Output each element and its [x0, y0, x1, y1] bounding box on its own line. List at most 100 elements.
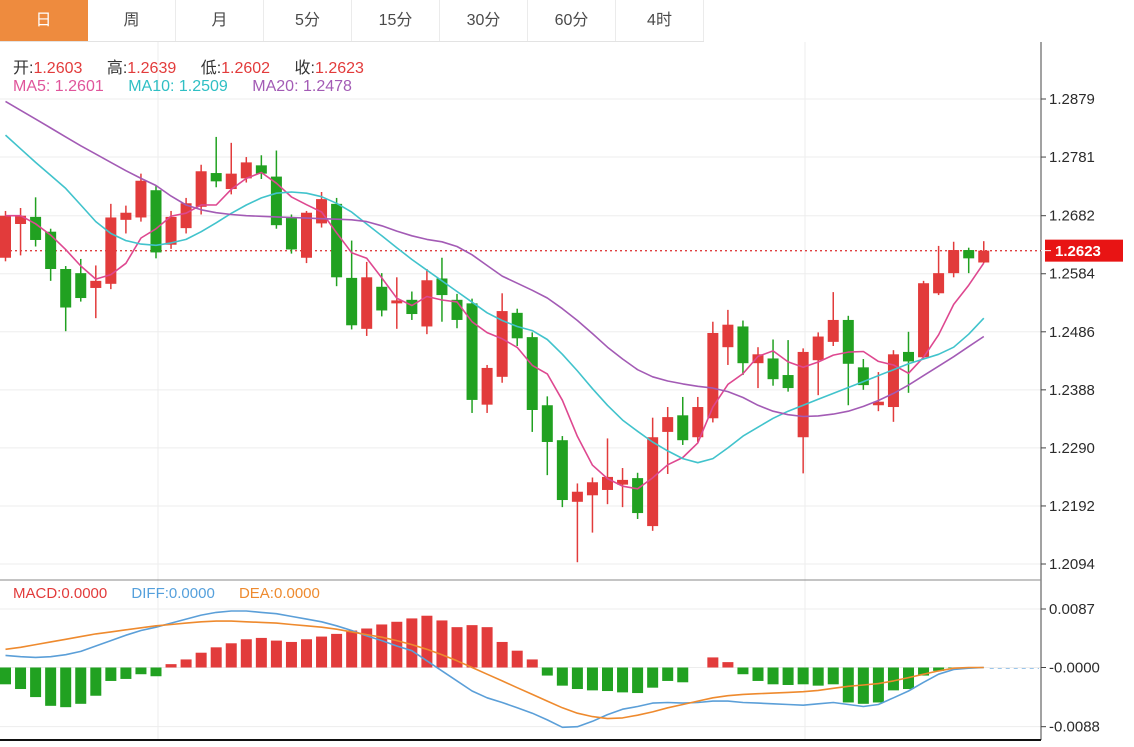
high-readout: 高:1.2639 — [106, 60, 177, 77]
ma5-line — [5, 171, 985, 490]
macd-bar — [722, 662, 734, 668]
macd-readout: MACD:0.0000 DIFF:0.0000 DEA:0.0000 — [13, 585, 340, 602]
price-axis-label: 1.2584 — [1049, 266, 1095, 283]
macd-bar — [797, 667, 809, 685]
candle-body — [827, 319, 839, 342]
price-axis-label: 1.2879 — [1049, 91, 1095, 108]
ma10-line — [4, 134, 985, 464]
candle-body — [255, 165, 267, 174]
price-axis-label: 1.2781 — [1049, 149, 1095, 166]
candle-body — [421, 280, 433, 327]
tab-60min[interactable]: 60分 — [528, 0, 616, 41]
macd-axis-label: -0.0088 — [1049, 719, 1100, 736]
macd-bar — [586, 667, 598, 691]
price-axis-label: 1.2094 — [1049, 556, 1095, 573]
macd-bar — [511, 650, 523, 668]
macd-bar — [647, 667, 659, 688]
ohlc-readout: 开:1.2603 高:1.2639 低:1.2602 收:1.2623 — [13, 54, 384, 78]
candle-body — [90, 280, 102, 288]
macd-bar — [737, 667, 749, 675]
tab-month[interactable]: 月 — [176, 0, 264, 41]
macd-bar — [451, 627, 463, 668]
ma-readout: MA5: 1.2601 MA10: 1.2509 MA20: 1.2478 — [13, 78, 372, 96]
macd-bar — [541, 667, 553, 676]
candle-body — [872, 401, 884, 406]
candle-body — [602, 476, 613, 490]
candle-body — [797, 351, 809, 438]
macd-bar — [481, 627, 493, 668]
macd-bar — [30, 667, 42, 698]
candle-body — [541, 405, 553, 442]
candle-body — [752, 354, 764, 364]
candle-body — [361, 277, 373, 329]
candle-body — [481, 367, 493, 405]
macd-bar — [617, 667, 629, 693]
macd-bar — [165, 664, 177, 668]
candle-body — [436, 278, 448, 296]
macd-bar — [466, 625, 478, 668]
macd-bar — [556, 667, 568, 686]
ma20-line — [5, 100, 985, 418]
candle-body — [60, 269, 72, 308]
macd-bar — [285, 641, 297, 668]
tab-day[interactable]: 日 — [0, 0, 88, 41]
macd-bar — [496, 641, 508, 668]
candle-body — [812, 336, 824, 361]
price-axis-label: 1.2486 — [1049, 324, 1095, 341]
candle-body — [842, 319, 854, 364]
candle-body — [586, 482, 598, 496]
macd-axis-label: 0.0087 — [1049, 601, 1095, 618]
candle-body — [451, 299, 463, 320]
candle-body — [963, 250, 975, 259]
macd-bar — [316, 636, 328, 668]
candle-body — [692, 407, 704, 438]
candle-body — [767, 358, 779, 380]
macd-bar — [150, 667, 162, 677]
macd-bar — [632, 667, 644, 694]
price-axis-label: 1.2682 — [1049, 208, 1095, 225]
candle-body — [647, 437, 659, 527]
macd-bar — [270, 640, 282, 668]
macd-bar — [210, 647, 222, 668]
ma20-readout: MA20: 1.2478 — [252, 78, 352, 95]
tab-4hour[interactable]: 4时 — [616, 0, 704, 41]
candle-body — [376, 286, 388, 311]
candle-body — [45, 231, 57, 270]
price-axis-label: 1.2290 — [1049, 440, 1095, 457]
candle-body — [887, 354, 899, 408]
tab-15min[interactable]: 15分 — [352, 0, 440, 41]
candle-body — [180, 203, 192, 229]
candle-body — [15, 215, 27, 224]
macd-bar — [376, 624, 388, 668]
candle-body — [933, 273, 945, 294]
candle-body — [135, 180, 147, 218]
macd-bar — [872, 667, 884, 703]
macd-bar — [782, 667, 794, 685]
candle-body — [662, 417, 674, 432]
tab-30min[interactable]: 30分 — [440, 0, 528, 41]
macd-bar — [225, 643, 237, 668]
tab-week[interactable]: 周 — [88, 0, 176, 41]
candle-body — [406, 299, 418, 315]
macd-bar — [436, 620, 448, 668]
macd-bar — [135, 667, 147, 675]
macd-bar — [45, 667, 57, 706]
candle-body — [903, 351, 914, 362]
macd-bar — [195, 652, 207, 668]
macd-bar — [120, 667, 132, 679]
macd-bar — [827, 667, 839, 685]
candle-body — [526, 337, 538, 410]
candle-body — [165, 216, 177, 245]
ma10-readout: MA10: 1.2509 — [128, 78, 228, 95]
candle-body — [225, 173, 237, 190]
candle-body — [782, 375, 794, 389]
macd-bar — [887, 667, 899, 691]
candle-body — [632, 478, 644, 514]
tab-5min[interactable]: 5分 — [264, 0, 352, 41]
macd-bar — [331, 633, 343, 668]
macd-bar — [60, 667, 72, 708]
macd-bar — [0, 667, 11, 685]
candle-body — [857, 367, 869, 386]
